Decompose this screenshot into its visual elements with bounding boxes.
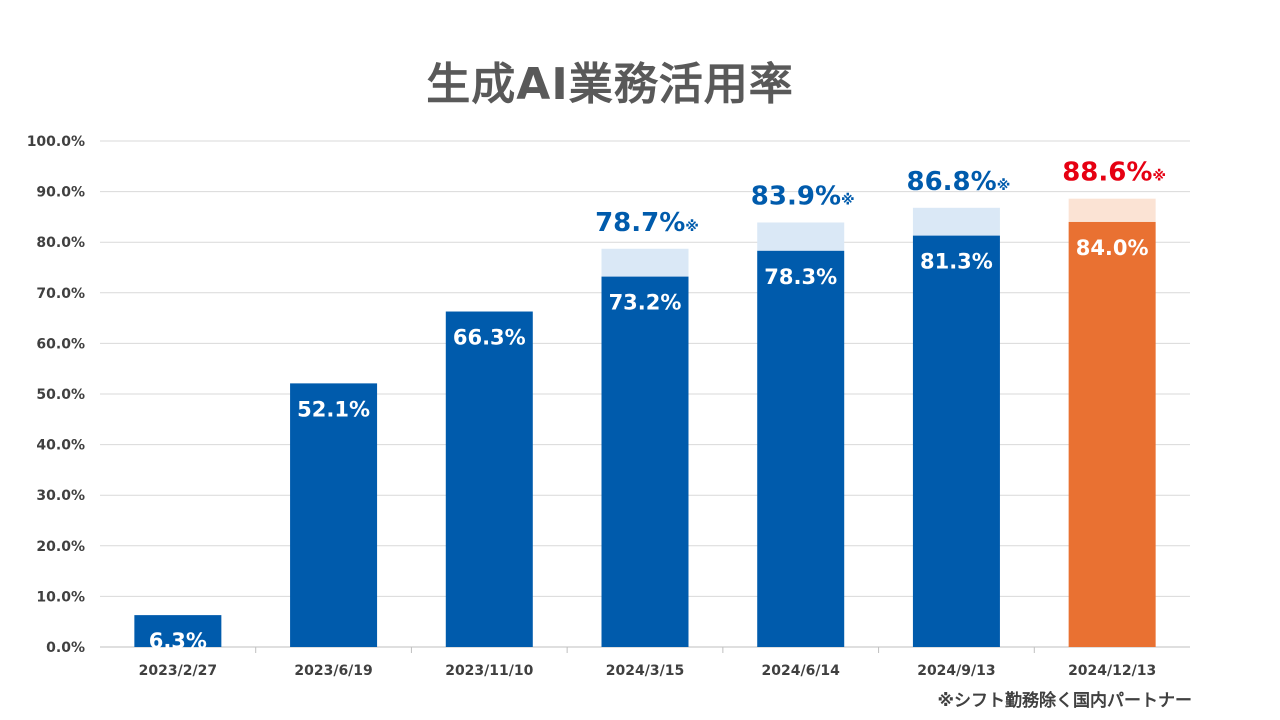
y-tick-label: 50.0% (36, 387, 85, 403)
y-tick-label: 80.0% (36, 235, 85, 251)
bar (290, 383, 378, 647)
bar (1068, 221, 1156, 647)
total-value-label: 86.8%※ (907, 167, 1011, 197)
bar-extension (912, 207, 1000, 236)
chart-footnote: ※シフト勤務除く国内パートナー (937, 691, 1192, 711)
y-tick-label: 20.0% (36, 539, 85, 555)
x-tick-label: 2024/6/14 (762, 663, 841, 679)
x-tick-label: 2023/11/10 (445, 663, 533, 679)
chart-title: 生成AI業務活用率 (426, 59, 794, 110)
bars (134, 198, 1156, 647)
bar-value-label: 73.2% (609, 291, 682, 315)
bar (134, 615, 222, 647)
bar-value-label: 78.3% (764, 265, 837, 289)
labels: 0.0% 10.0% 20.0% 30.0% 40.0% 50.0% 60.0% 70.0% 8… (27, 134, 1166, 679)
total-value-label: 83.9%※ (751, 181, 855, 211)
total-value-label: 88.6%※ (1062, 158, 1166, 188)
total-value-label: 78.7%※ (595, 208, 699, 238)
y-tick-label: 30.0% (36, 488, 85, 504)
footnote-mark: ※ (1152, 169, 1166, 185)
bar-value-label: 52.1% (297, 397, 370, 421)
x-tick-label: 2024/3/15 (606, 663, 684, 679)
y-tick-label: 70.0% (36, 286, 85, 302)
bar-extension (757, 222, 845, 251)
footnote-mark: ※ (841, 192, 855, 208)
bar (912, 235, 1000, 647)
bar-value-label: 6.3% (149, 629, 207, 653)
x-tick-label: 2024/9/13 (917, 663, 995, 679)
y-tick-label: 0.0% (46, 640, 85, 656)
bar-value-label: 81.3% (920, 250, 993, 274)
x-tick-label: 2024/12/13 (1068, 663, 1156, 679)
bar-value-label: 66.3% (453, 326, 526, 350)
bar (601, 276, 689, 647)
bar (445, 311, 533, 647)
bar-extension (1068, 198, 1156, 222)
y-tick-label: 100.0% (27, 134, 85, 150)
y-tick-label: 90.0% (36, 185, 85, 201)
bar-value-label: 84.0% (1076, 236, 1149, 260)
footnote-mark: ※ (685, 219, 699, 235)
footnote-mark: ※ (997, 178, 1011, 194)
bar-extension (601, 248, 689, 277)
y-tick-label: 40.0% (36, 438, 85, 454)
y-tick-label: 10.0% (36, 589, 85, 605)
y-tick-label: 60.0% (36, 336, 85, 352)
x-tick-label: 2023/2/27 (139, 663, 217, 679)
x-tick-label: 2023/6/19 (294, 663, 372, 679)
bar (757, 250, 845, 647)
